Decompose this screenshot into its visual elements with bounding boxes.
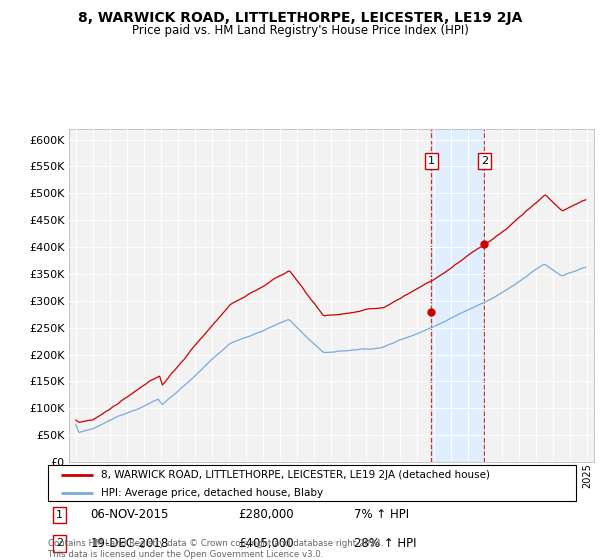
Text: 1: 1 (428, 156, 435, 166)
Text: 1: 1 (56, 510, 63, 520)
Text: 19-DEC-2018: 19-DEC-2018 (90, 537, 169, 550)
FancyBboxPatch shape (48, 465, 576, 501)
Text: Contains HM Land Registry data © Crown copyright and database right 2024.
This d: Contains HM Land Registry data © Crown c… (48, 539, 383, 559)
Text: 06-NOV-2015: 06-NOV-2015 (90, 508, 169, 521)
Text: £280,000: £280,000 (238, 508, 294, 521)
Text: 28% ↑ HPI: 28% ↑ HPI (354, 537, 417, 550)
Text: 8, WARWICK ROAD, LITTLETHORPE, LEICESTER, LE19 2JA (detached house): 8, WARWICK ROAD, LITTLETHORPE, LEICESTER… (101, 470, 490, 479)
Text: Price paid vs. HM Land Registry's House Price Index (HPI): Price paid vs. HM Land Registry's House … (131, 24, 469, 36)
Text: 7% ↑ HPI: 7% ↑ HPI (354, 508, 409, 521)
Bar (431, 129, 484, 462)
Text: 8, WARWICK ROAD, LITTLETHORPE, LEICESTER, LE19 2JA: 8, WARWICK ROAD, LITTLETHORPE, LEICESTER… (78, 11, 522, 25)
Text: £405,000: £405,000 (238, 537, 294, 550)
Text: 2: 2 (56, 538, 63, 548)
Text: 2: 2 (481, 156, 488, 166)
Text: HPI: Average price, detached house, Blaby: HPI: Average price, detached house, Blab… (101, 488, 323, 498)
